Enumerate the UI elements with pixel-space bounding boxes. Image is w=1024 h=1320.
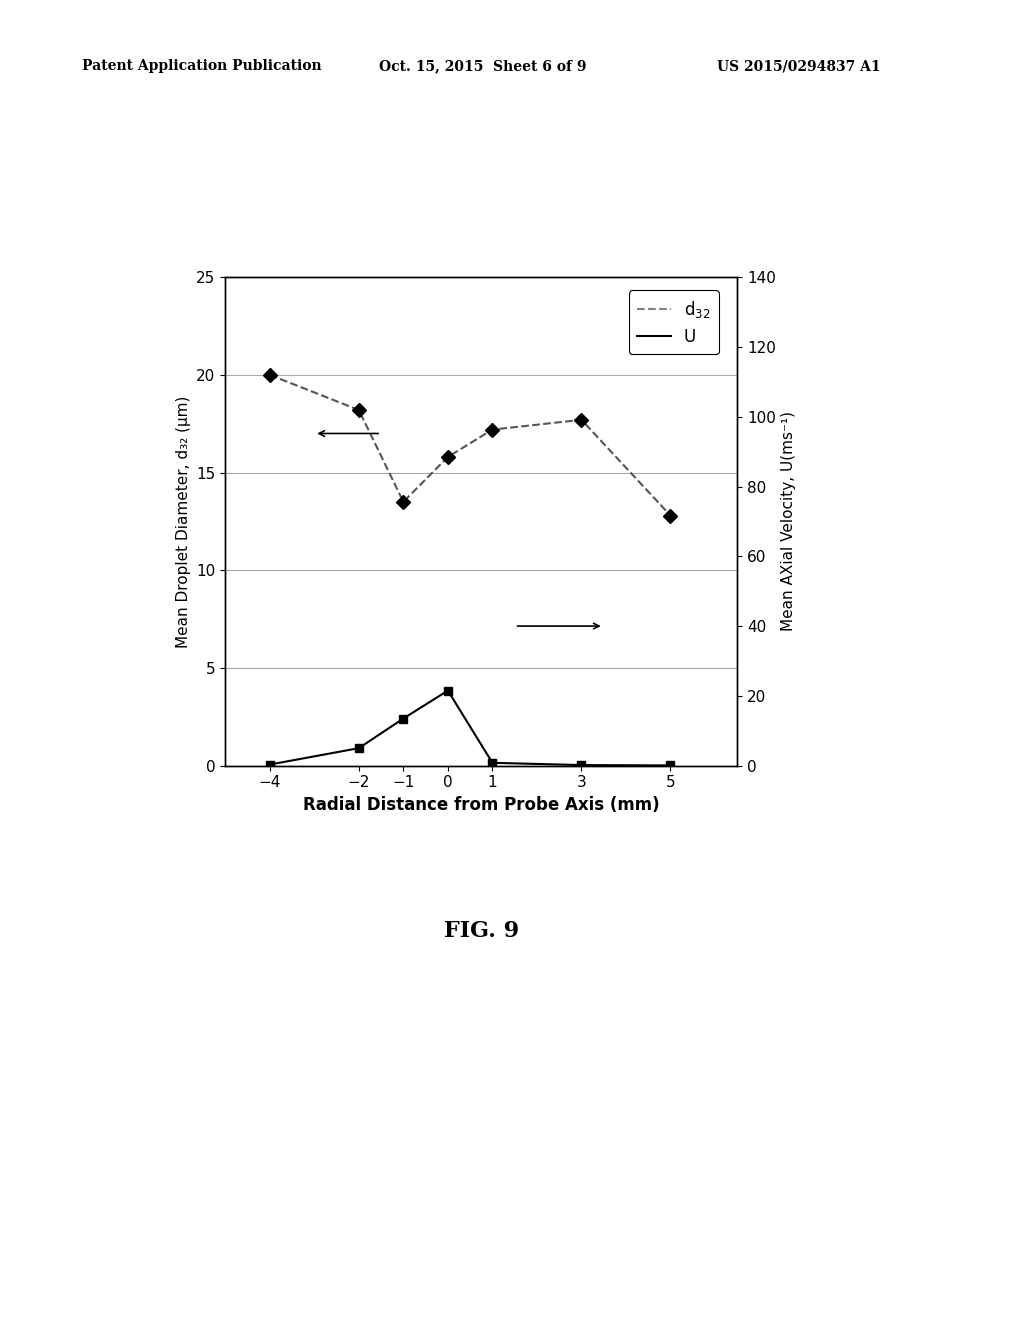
Text: Patent Application Publication: Patent Application Publication bbox=[82, 59, 322, 74]
Text: FIG. 9: FIG. 9 bbox=[443, 920, 519, 941]
Text: Oct. 15, 2015  Sheet 6 of 9: Oct. 15, 2015 Sheet 6 of 9 bbox=[379, 59, 587, 74]
Text: US 2015/0294837 A1: US 2015/0294837 A1 bbox=[717, 59, 881, 74]
Y-axis label: Mean AXial Velocity, U(ms⁻¹): Mean AXial Velocity, U(ms⁻¹) bbox=[781, 412, 797, 631]
X-axis label: Radial Distance from Probe Axis (mm): Radial Distance from Probe Axis (mm) bbox=[303, 796, 659, 814]
Y-axis label: Mean Droplet Diameter, d₃₂ (μm): Mean Droplet Diameter, d₃₂ (μm) bbox=[176, 395, 190, 648]
Legend: d$_{32}$, U: d$_{32}$, U bbox=[629, 290, 719, 354]
